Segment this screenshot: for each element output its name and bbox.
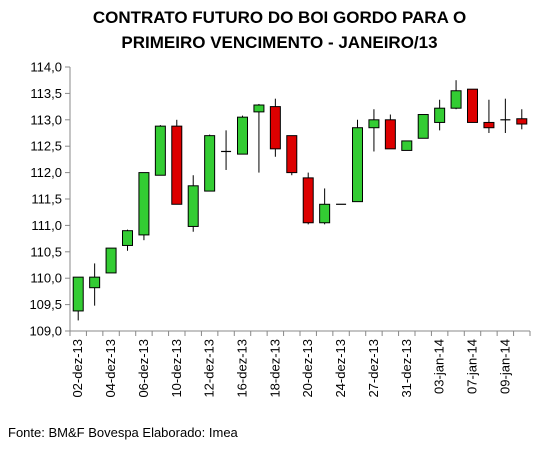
candle-body [401,140,413,151]
candle-body [138,172,150,236]
candle-body [450,90,462,109]
candle-body [319,203,331,224]
y-tick-label: 112,0 [30,165,62,180]
x-tick-label: 09-jan-14 [497,339,512,394]
candle-body [384,119,396,150]
candle-body [171,125,183,205]
x-tick-label: 24-dez-13 [333,339,348,398]
candle-body [122,230,133,246]
candle-body [204,135,216,192]
x-tick-label: 10-dez-13 [169,339,184,398]
candle-body [286,135,298,174]
candle-body [417,114,429,139]
y-tick-label: 111,0 [31,218,62,233]
y-tick-label: 113,5 [30,86,62,101]
x-tick-label: 07-jan-14 [465,339,480,394]
y-tick-label: 109,0 [29,324,62,339]
source-note: Fonte: BM&F Bovespa Elaborado: Imea [8,425,238,440]
candle-body [467,88,478,123]
chart-title-line-1: CONTRATO FUTURO DO BOI GORDO PARA O [92,8,467,27]
candle-body [483,121,495,129]
x-tick-label: 31-dez-13 [399,339,414,398]
candle-body [253,104,265,113]
candlestick-chart: 109,0 109,5 110,0 110,5 111,0 111,5 112,0 112,5… [29,60,531,398]
x-tick-label: 02-dez-13 [70,339,85,398]
y-tick-label: 111,5 [31,192,62,207]
candle-body [368,119,380,129]
candle-body [352,127,363,203]
x-tick-label: 27-dez-13 [366,339,381,398]
candle-body [72,276,84,312]
candle-body [434,107,446,123]
chart-title-line-2: PRIMEIRO VENCIMENTO - JANEIRO/13 [121,33,438,52]
x-tick-label: 16-dez-13 [235,339,250,398]
candle-body [105,247,117,274]
y-tick-label: 112,5 [30,139,62,154]
x-tick-label: 06-dez-13 [136,339,151,398]
x-tick-label: 04-dez-13 [103,339,118,398]
x-tick-label: 03-jan-14 [432,339,447,394]
y-tick-label: 113,0 [30,112,62,127]
candle-body [89,276,101,289]
candle-body [516,118,528,125]
candle-body [237,116,248,155]
candle-body [187,185,199,227]
x-tick-label: 18-dez-13 [267,339,282,398]
y-tick-label: 109,5 [29,297,62,312]
candle-body [154,125,166,176]
y-tick-label: 114,0 [30,60,62,75]
x-tick-label: 20-dez-13 [300,339,315,398]
candle-body [302,177,314,224]
y-tick-label: 110,5 [30,244,62,259]
y-tick-label: 110,0 [30,271,62,286]
candle-body [269,106,281,150]
x-tick-label: 12-dez-13 [202,339,217,398]
